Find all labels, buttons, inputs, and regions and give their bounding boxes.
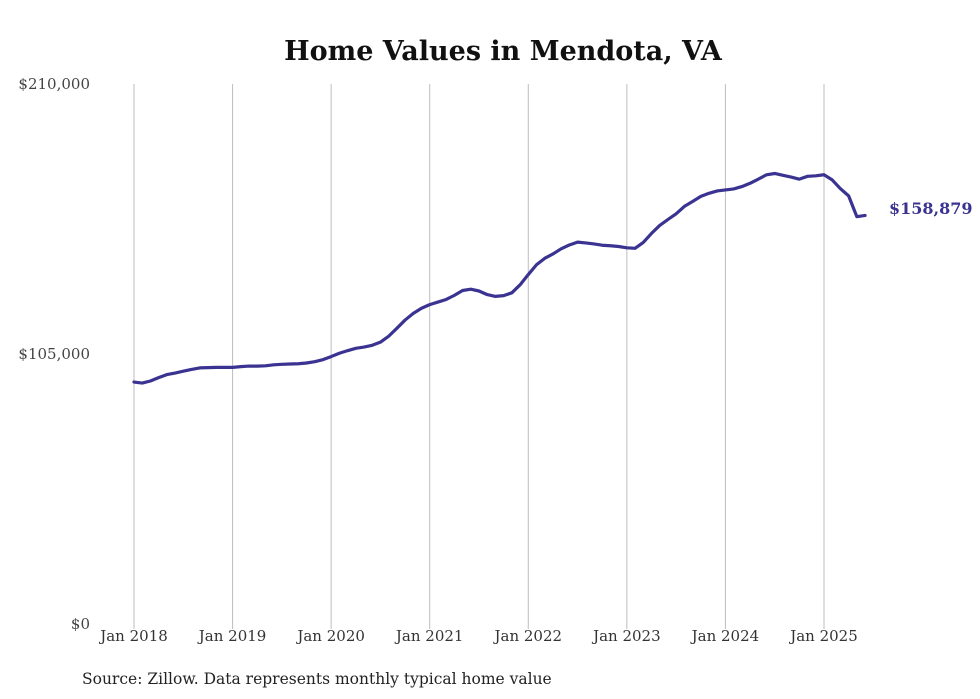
x-tick-label: Jan 2025 — [788, 627, 858, 645]
home-value-series-line — [132, 171, 867, 385]
x-tick-label: Jan 2020 — [295, 627, 365, 645]
x-tick-label: Jan 2021 — [394, 627, 464, 645]
x-tick-label: Jan 2018 — [98, 627, 168, 645]
y-tick-label: $210,000 — [18, 75, 90, 93]
y-tick-label: $0 — [71, 615, 90, 633]
x-tick-label: Jan 2019 — [197, 627, 267, 645]
y-axis-tick-labels: $0 $105,000 $210,000 — [18, 75, 90, 633]
x-tick-label: Jan 2022 — [492, 627, 562, 645]
y-tick-label: $105,000 — [18, 345, 90, 363]
chart-title: Home Values in Mendota, VA — [284, 36, 723, 67]
end-value-label: $158,879 — [889, 199, 973, 218]
x-axis-tick-labels: Jan 2018 Jan 2019 Jan 2020 Jan 2021 Jan 2022… — [98, 627, 858, 645]
gridlines — [133, 84, 825, 629]
series-layer — [132, 171, 867, 385]
x-tick-label: Jan 2024 — [690, 627, 760, 645]
source-note: Source: Zillow. Data represents monthly … — [82, 670, 552, 688]
x-tick-label: Jan 2023 — [591, 627, 661, 645]
